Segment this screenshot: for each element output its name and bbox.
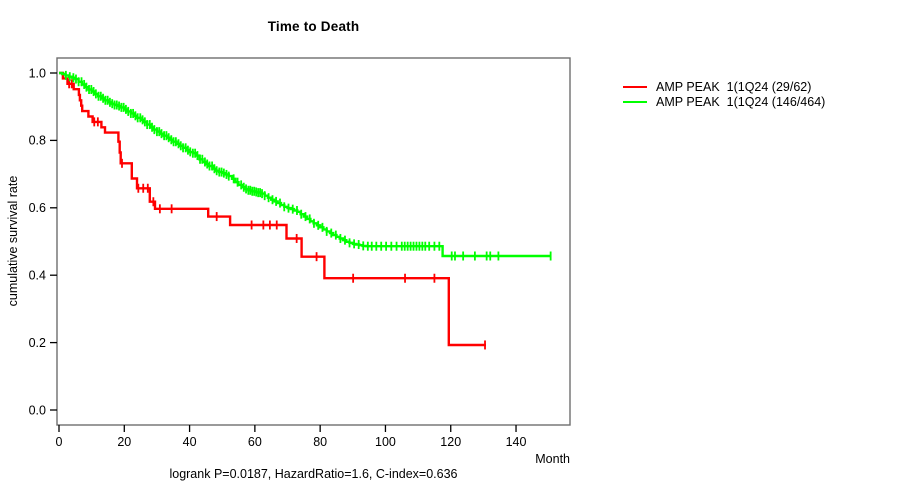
y-tick-label: 0.6	[29, 201, 46, 215]
x-tick-label: 80	[313, 435, 327, 449]
survival-curve-red	[59, 71, 486, 347]
x-tick-label: 40	[183, 435, 197, 449]
x-axis-label: Month	[535, 452, 570, 466]
x-tick-label: 120	[440, 435, 461, 449]
x-tick-label: 140	[506, 435, 527, 449]
x-tick-label: 0	[56, 435, 63, 449]
x-tick-label: 60	[248, 435, 262, 449]
survival-curve-green	[59, 71, 551, 258]
x-tick-label: 20	[117, 435, 131, 449]
legend-label: AMP PEAK 1(1Q24 (146/464)	[656, 94, 826, 109]
y-tick-label: 0.8	[29, 134, 46, 148]
y-tick-label: 0.4	[29, 269, 46, 283]
y-axis-label: cumulative survival rate	[6, 175, 20, 307]
legend: AMP PEAK 1(1Q24 (29/62) AMP PEAK 1(1Q24 (…	[623, 79, 825, 109]
y-tick-label: 0.2	[29, 336, 46, 350]
y-tick-label: 0.0	[29, 403, 46, 417]
plot-frame	[56, 57, 571, 426]
legend-line-swatch	[623, 100, 647, 103]
stats-annotation: logrank P=0.0187, HazardRatio=1.6, C-ind…	[169, 467, 458, 481]
legend-label: AMP PEAK 1(1Q24 (29/62)	[656, 79, 812, 94]
chart-title: Time to Death	[267, 19, 360, 34]
legend-row-1: AMP PEAK 1(1Q24 (146/464)	[623, 94, 825, 109]
legend-line-swatch	[623, 85, 647, 88]
x-tick-label: 100	[375, 435, 396, 449]
y-tick-label: 1.0	[29, 66, 46, 80]
legend-row-0: AMP PEAK 1(1Q24 (29/62)	[623, 79, 825, 94]
